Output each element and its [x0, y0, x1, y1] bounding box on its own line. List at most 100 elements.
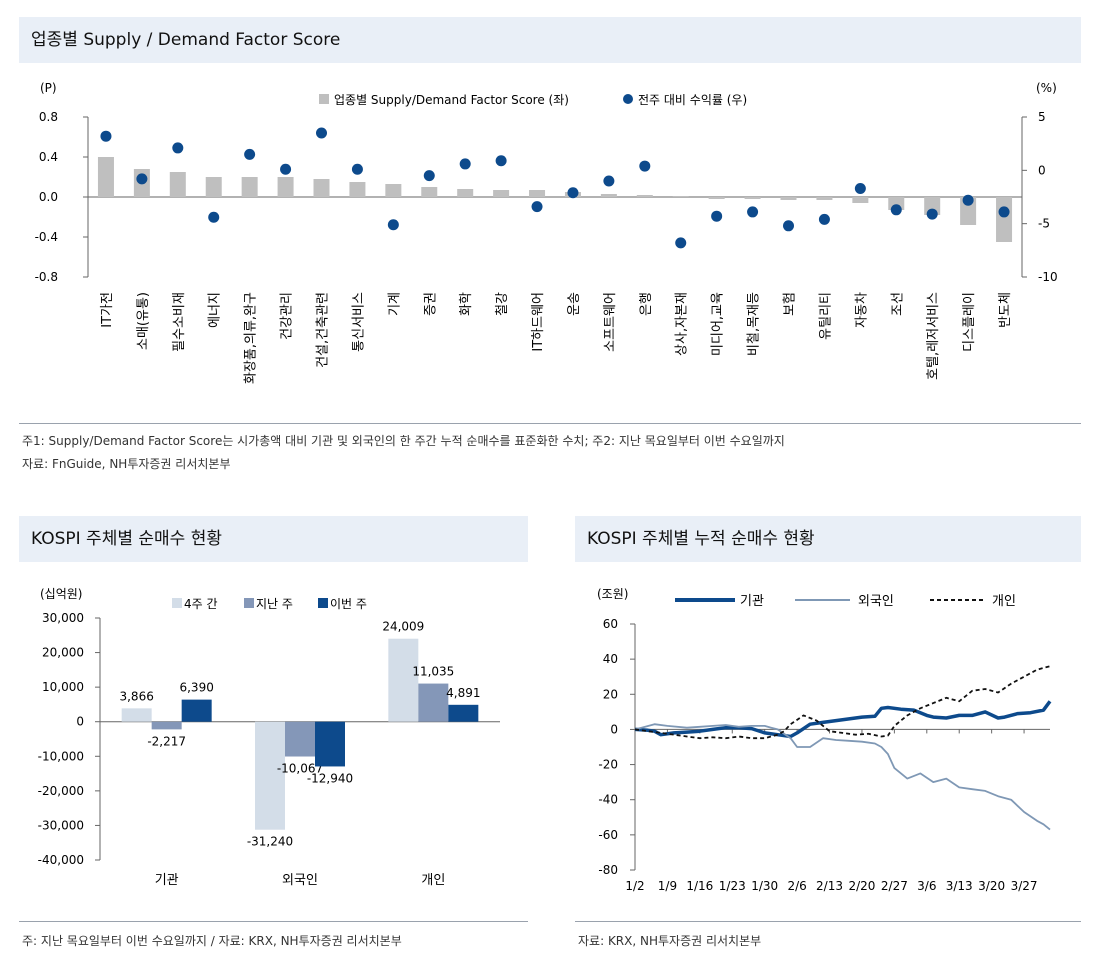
top-score-bar — [636, 195, 653, 197]
right-line-foreign — [634, 723, 1051, 831]
left-bar — [448, 704, 479, 722]
top-category-label: IT가전 — [100, 292, 115, 328]
top-category-label: 건설,건축관련 — [316, 292, 331, 368]
top-category-label: 반도체 — [998, 292, 1013, 328]
right-legend-label-institution: 기관 — [740, 594, 764, 609]
right-x-tick-label: 3/27 — [1011, 879, 1038, 893]
top-y2-tick-label: 5 — [1038, 110, 1046, 124]
left-legend-swatch — [318, 598, 328, 608]
top-return-dot — [531, 201, 543, 213]
right-y-tick-label: 0 — [610, 722, 618, 736]
left-legend-swatch — [244, 598, 254, 608]
top-return-dot — [244, 148, 256, 160]
top-return-dot — [459, 158, 471, 170]
left-bar — [151, 721, 182, 730]
right-x-tick-label: 2/13 — [816, 879, 843, 893]
left-y-tick-label: -40,000 — [38, 853, 84, 867]
right-y-tick-label: 40 — [603, 652, 618, 666]
right-x-tick-label: 1/9 — [658, 879, 677, 893]
right-x-tick-label: 1/30 — [751, 879, 778, 893]
top-y2-tick-label: 0 — [1038, 163, 1046, 177]
top-category-label: 증권 — [423, 292, 438, 316]
top-y-axis-unit: (P) — [40, 81, 57, 95]
top-score-bar — [241, 177, 258, 197]
top-score-bar — [600, 194, 617, 197]
top-legend-bar-swatch — [319, 94, 329, 104]
top-return-dot — [639, 160, 651, 172]
top-category-label: 건강관리 — [280, 292, 295, 340]
left-y-tick-label: -30,000 — [38, 818, 84, 832]
right-x-tick-label: 1/16 — [686, 879, 713, 893]
sector-score-chart: (P) (%) 업종별 Supply/Demand Factor Score (좌)… — [35, 81, 1058, 384]
top-category-label: 에너지 — [208, 292, 223, 328]
top-y-tick-label: 0.4 — [39, 150, 58, 164]
left-y-tick-label: 10,000 — [42, 680, 84, 694]
left-data-label: 4,891 — [446, 686, 480, 700]
right-x-tick-label: 2/20 — [848, 879, 875, 893]
top-score-bar — [996, 197, 1013, 242]
left-category-label: 기관 — [155, 873, 179, 888]
left-bar — [285, 721, 315, 757]
top-score-bar — [852, 197, 869, 203]
left-y-tick-label: 0 — [76, 715, 84, 729]
right-y-tick-label: 60 — [603, 617, 618, 631]
left-y-tick-label: 30,000 — [42, 611, 84, 625]
net-buying-chart: (십억원) 4주 간 지난 주 이번 주 30,000 20,000 10,000 0 -10,… — [38, 587, 500, 888]
top-return-dot — [567, 187, 579, 199]
left-data-label: 3,866 — [119, 689, 153, 703]
top-return-dot — [136, 173, 148, 185]
top-score-bar — [708, 197, 725, 199]
top-score-bar — [169, 172, 186, 197]
right-divider — [575, 921, 1081, 922]
top-category-label: 호텔,레저서비스 — [926, 292, 941, 380]
left-data-label: 24,009 — [382, 620, 424, 634]
right-y-tick-label: -40 — [598, 793, 618, 807]
top-category-label: 조선 — [890, 292, 905, 316]
top-return-dot — [495, 155, 507, 167]
left-legend-label: 4주 간 — [184, 597, 218, 611]
top-score-bar — [457, 189, 474, 197]
right-x-tick-label: 2/6 — [787, 879, 806, 893]
left-bar — [418, 683, 449, 722]
right-y-tick-label: 20 — [603, 687, 618, 701]
top-score-bar — [672, 196, 689, 197]
top-source: 자료: FnGuide, NH투자증권 리서치본부 — [22, 457, 231, 471]
top-return-dot — [747, 206, 759, 218]
right-source: 자료: KRX, NH투자증권 리서치본부 — [578, 934, 762, 948]
left-category-label: 개인 — [421, 873, 445, 888]
top-return-dot — [280, 163, 292, 175]
top-y-tick-label: 0.0 — [39, 190, 58, 204]
left-y-tick-label: 20,000 — [42, 646, 84, 660]
top-return-dot — [926, 208, 938, 220]
left-y-tick-label: -20,000 — [38, 784, 84, 798]
top-score-bar — [780, 197, 797, 200]
top-score-bar — [744, 197, 761, 199]
top-category-label: 운송 — [567, 292, 582, 316]
top-return-dot — [818, 213, 830, 225]
left-category-label: 외국인 — [282, 873, 318, 888]
top-score-bar — [529, 190, 546, 197]
left-data-label: -12,940 — [307, 771, 353, 785]
left-data-label: -31,240 — [247, 835, 293, 849]
top-y2-tick-label: -10 — [1038, 270, 1058, 284]
top-score-bar — [960, 197, 977, 225]
top-category-label: 소프트웨어 — [603, 292, 618, 352]
top-category-label: 디스플레이 — [962, 292, 977, 352]
top-score-bar — [97, 157, 114, 197]
right-x-tick-label: 3/6 — [917, 879, 936, 893]
top-legend-dot-label: 전주 대비 수익률 (우) — [638, 93, 747, 107]
top-return-dot — [890, 204, 902, 216]
top-chart-title-text: 업종별 Supply / Demand Factor Score — [31, 30, 341, 50]
right-y-tick-label: -80 — [598, 863, 618, 877]
top-category-label: 필수소비재 — [172, 292, 187, 352]
right-x-tick-label: 2/27 — [881, 879, 908, 893]
right-chart-title-text: KOSPI 주체별 누적 순매수 현황 — [587, 529, 815, 549]
top-category-label: 통신서비스 — [351, 292, 366, 352]
top-y-tick-label: -0.8 — [35, 270, 58, 284]
top-legend-bar-label: 업종별 Supply/Demand Factor Score (좌) — [334, 93, 569, 107]
top-category-label: IT하드웨어 — [531, 292, 546, 352]
left-y-axis-unit: (십억원) — [40, 587, 82, 601]
left-bar — [315, 721, 345, 767]
top-return-dot — [172, 142, 184, 154]
right-line-institution — [634, 700, 1052, 739]
